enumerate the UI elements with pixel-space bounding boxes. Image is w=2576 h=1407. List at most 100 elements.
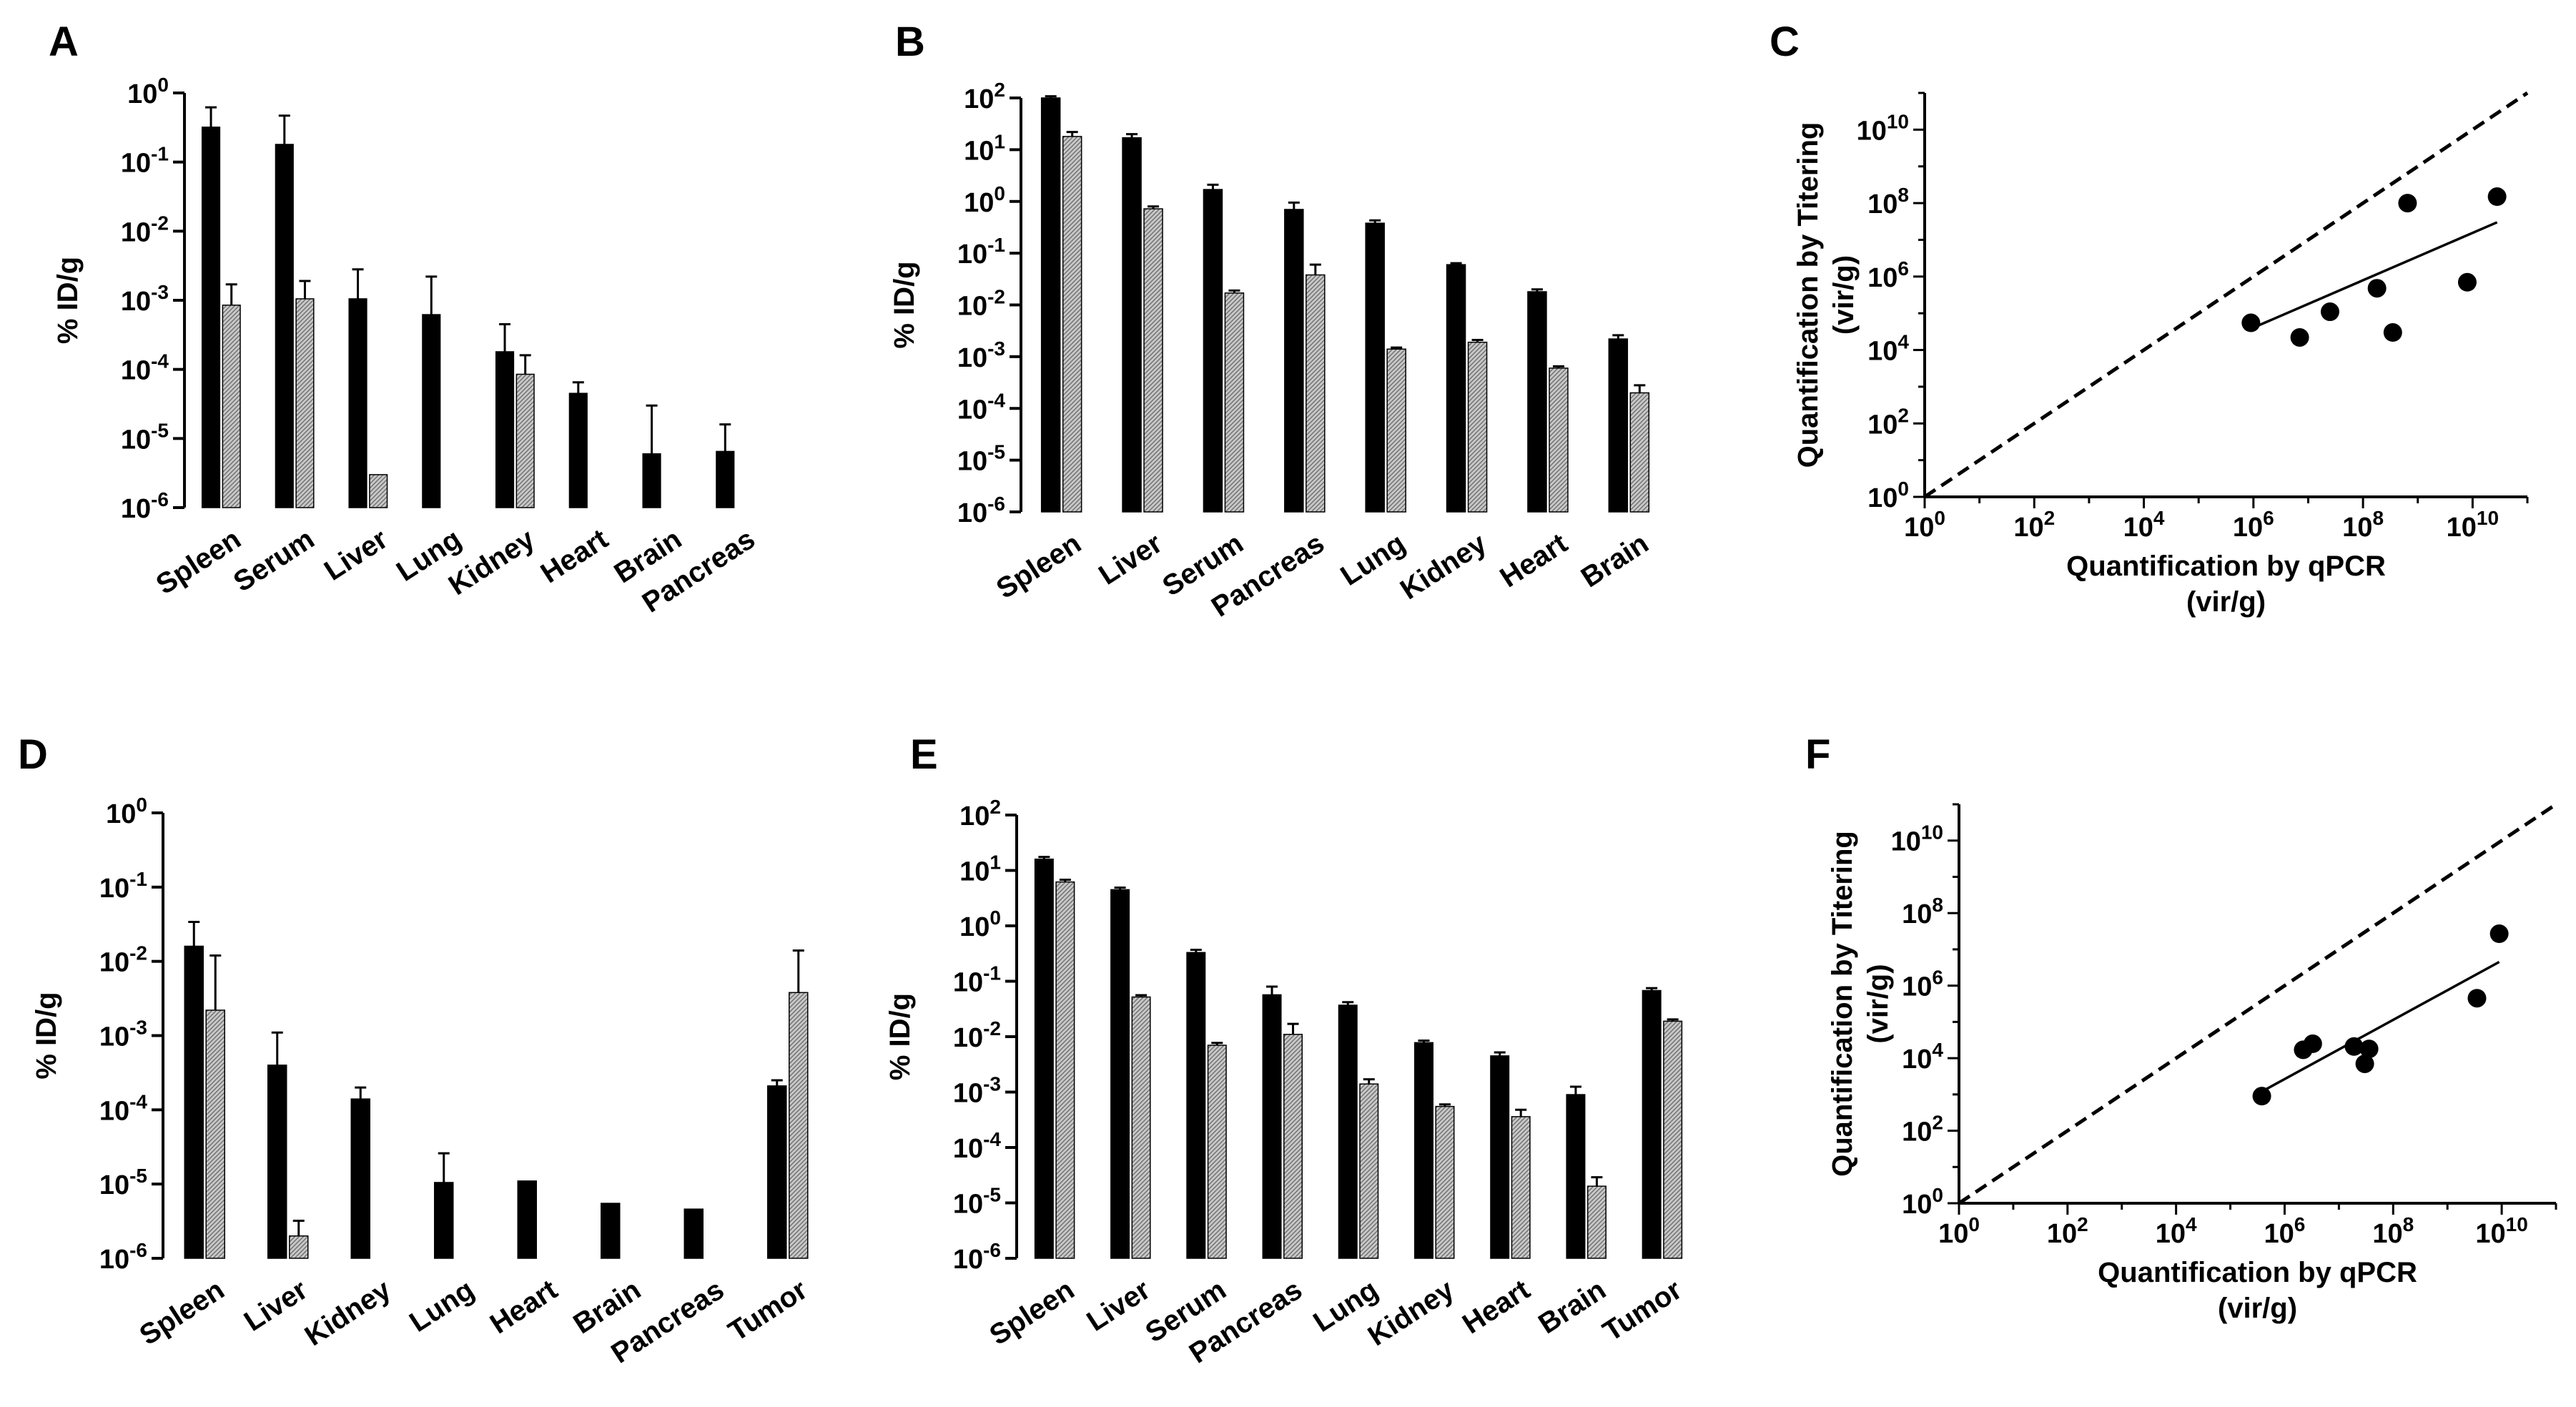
- x-tick-label: 1010: [2447, 507, 2499, 543]
- bar-solid: [1122, 137, 1142, 513]
- category-label: Liver: [1093, 528, 1168, 591]
- bar-solid: [1338, 1004, 1358, 1259]
- bar-hatched: [1586, 1185, 1607, 1259]
- y-tick-label: 10-6: [99, 1239, 147, 1275]
- y-tick-label: 10-4: [953, 1128, 1002, 1164]
- bar-hatched: [1131, 996, 1151, 1259]
- bar-hatched: [1062, 136, 1082, 513]
- bar-hatched: [1283, 1034, 1303, 1259]
- bar-hatched: [222, 305, 241, 508]
- bar-solid: [601, 1203, 621, 1259]
- bar-hatched: [1359, 1083, 1379, 1259]
- bar-solid: [1203, 189, 1223, 513]
- y-tick-label: 10-2: [99, 942, 147, 978]
- y-axis-label: % ID/g: [889, 261, 920, 348]
- bar-hatched: [205, 1009, 225, 1259]
- x-tick-label: 102: [2013, 507, 2055, 543]
- category-label: Brain: [1533, 1274, 1612, 1341]
- panel-f: F 100 102 104 106 108 1010 100 102 104 106 108 1010 Q…: [1805, 731, 2557, 1324]
- x-axis-label-unit: (vir/g): [2218, 1293, 2297, 1324]
- y-tick-label: 101: [964, 130, 1005, 166]
- y-tick-label: 106: [1902, 967, 1943, 1002]
- bar-hatched: [1467, 341, 1488, 513]
- x-tick-label: 104: [2156, 1213, 2197, 1249]
- x-axis-label: Quantification by qPCR: [2066, 551, 2386, 582]
- bar-solid: [1040, 97, 1061, 513]
- y-tick-label: 100: [1902, 1184, 1943, 1220]
- y-tick-label: 106: [1867, 257, 1909, 293]
- data-point: [2367, 279, 2387, 298]
- panel-b: B 10-6 10-5 10-4 10-3 10-2 10-1 100 101 102 % ID/g…: [889, 19, 1654, 623]
- y-tick-label: 10-5: [99, 1165, 147, 1200]
- bar-hatched: [1549, 367, 1569, 513]
- y-tick-label: 101: [959, 851, 1001, 887]
- category-label: Heart: [485, 1274, 563, 1341]
- data-point: [2290, 327, 2309, 347]
- y-tick-label: 1010: [1857, 110, 1909, 146]
- data-point: [2241, 313, 2261, 332]
- x-tick-label: 106: [2264, 1213, 2306, 1249]
- y-tick-label: 10-4: [99, 1090, 148, 1126]
- x-tick-label: 106: [2233, 507, 2274, 543]
- y-tick-label: 100: [1867, 478, 1909, 513]
- panel-letter: D: [18, 731, 48, 778]
- category-label: Spleen: [151, 523, 247, 601]
- bar-solid: [201, 127, 221, 508]
- bar-solid: [1527, 291, 1547, 513]
- bar-solid: [1034, 858, 1054, 1259]
- fit-line: [2250, 221, 2498, 330]
- panel-letter: A: [49, 19, 79, 65]
- y-tick-label: 10-3: [953, 1073, 1001, 1109]
- category-label: Tumor: [723, 1274, 813, 1348]
- x-tick-label: 104: [2123, 507, 2165, 543]
- bar-solid: [267, 1065, 287, 1259]
- bar-solid: [1413, 1042, 1433, 1259]
- bar-solid: [434, 1182, 454, 1259]
- category-label: Kidney: [300, 1273, 397, 1352]
- bar-hatched: [515, 373, 535, 508]
- y-tick-label: 10-5: [957, 441, 1005, 477]
- y-axis-label: % ID/g: [884, 993, 916, 1080]
- category-label: Brain: [1576, 528, 1654, 594]
- y-tick-label: 10-1: [99, 868, 147, 904]
- bar-solid: [495, 351, 515, 508]
- bar-hatched: [1143, 208, 1163, 513]
- bar-solid: [1262, 994, 1282, 1259]
- x-axis-label: Quantification by qPCR: [2098, 1257, 2417, 1288]
- data-point: [2487, 187, 2507, 207]
- category-label: Heart: [536, 523, 614, 590]
- y-tick-label: 10-1: [121, 143, 169, 179]
- bar-solid: [1490, 1055, 1510, 1259]
- y-tick-label: 10-3: [121, 281, 169, 317]
- panel-a: A 10-6 10-5 10-4 10-3 10-2 10-1 100 % ID/g Spleen…: [49, 19, 761, 619]
- bar-solid: [184, 945, 204, 1259]
- y-tick-label: 10-2: [953, 1017, 1001, 1053]
- category-label: Serum: [228, 523, 320, 598]
- panel-c: C 100 102 104 106 108 1010 100 102 104 106 108 1010 Q…: [1770, 19, 2529, 618]
- data-point: [2344, 1037, 2364, 1056]
- bar-hatched: [289, 1235, 309, 1259]
- y-axis-label-unit: (vir/g): [1862, 964, 1894, 1043]
- panel-letter: C: [1770, 19, 1800, 65]
- bar-solid: [350, 1098, 370, 1259]
- y-tick-label: 10-1: [957, 234, 1005, 270]
- y-tick-label: 102: [964, 79, 1005, 114]
- bar-solid: [1186, 952, 1206, 1259]
- bar-hatched: [1629, 392, 1650, 513]
- bar-solid: [1284, 209, 1304, 513]
- y-tick-label: 10-6: [957, 493, 1005, 528]
- x-tick-label: 1010: [2475, 1213, 2527, 1249]
- y-axis-label: % ID/g: [31, 992, 62, 1079]
- bar-hatched: [1055, 881, 1075, 1259]
- y-tick-label: 10-2: [957, 286, 1005, 322]
- y-tick-label: 100: [106, 794, 147, 829]
- data-point: [2383, 323, 2402, 342]
- bar-hatched: [1435, 1105, 1455, 1259]
- y-tick-label: 100: [964, 182, 1005, 218]
- y-tick-label: 10-6: [953, 1239, 1001, 1275]
- y-tick-label: 10-3: [957, 337, 1005, 373]
- category-label: Kidney: [1395, 527, 1492, 606]
- y-tick-label: 100: [959, 907, 1001, 942]
- bar-hatched: [1386, 348, 1406, 513]
